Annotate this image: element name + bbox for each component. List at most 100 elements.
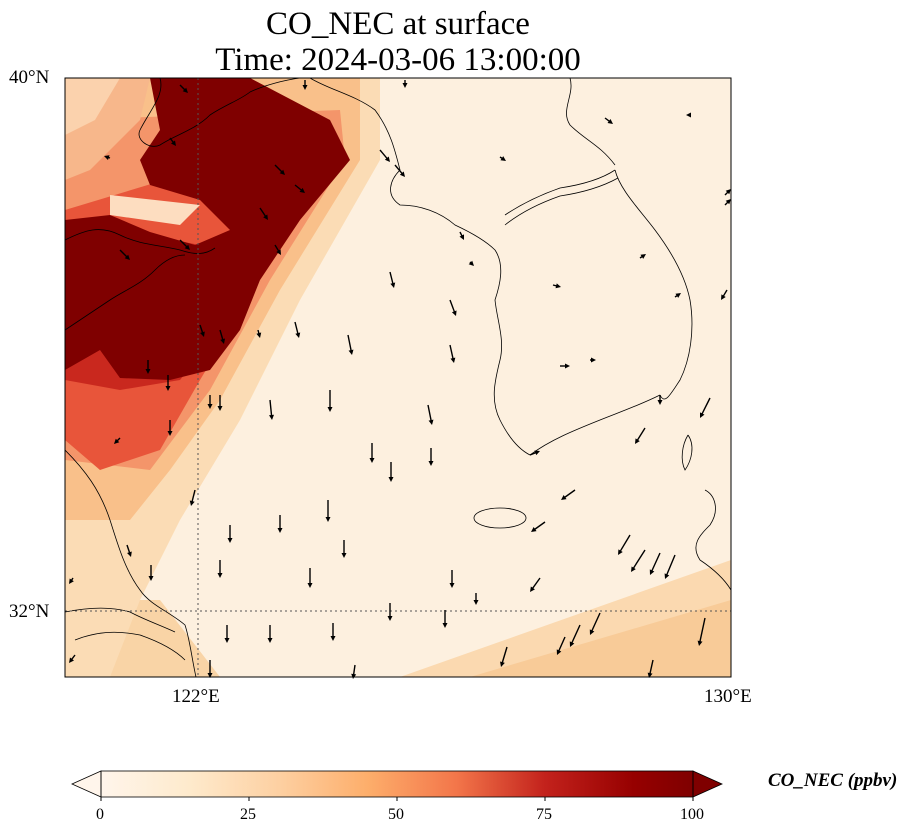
map-frame — [64, 77, 732, 678]
cb-label-100: 100 — [680, 806, 704, 823]
wind-arrow-head — [449, 583, 455, 588]
wind-arrow-shaft — [648, 659, 654, 676]
wind-arrow-head — [307, 583, 313, 588]
wind-arrow-head — [534, 450, 540, 456]
wind-arrow-head — [167, 431, 173, 436]
coast-ne — [566, 78, 616, 166]
island-tsushima — [681, 434, 693, 471]
wind-arrow-head — [531, 527, 537, 532]
lat-tick-40: 40°N — [9, 67, 50, 88]
wind-arrow-head — [114, 438, 120, 444]
wind-arrow-head — [556, 649, 562, 655]
wind-arrow-head — [675, 293, 681, 298]
colorbar — [71, 770, 723, 801]
coast-bohai-south — [65, 229, 216, 254]
wind-arrow-head — [277, 528, 283, 533]
wind-arrow-head — [649, 569, 655, 575]
field-south-band-2 — [470, 600, 731, 677]
wind-arrow-head — [657, 400, 663, 405]
wind-arrow-head — [428, 419, 434, 425]
wind-arrow-head — [369, 458, 375, 463]
wind-arrow-head — [725, 199, 731, 205]
cb-label-0: 0 — [96, 806, 104, 823]
wind-arrow-head — [327, 407, 333, 412]
coast-liaodong — [138, 78, 301, 147]
coast-yangtze-2 — [74, 631, 186, 661]
border-dmz — [504, 169, 616, 216]
wind-arrow-head — [473, 600, 479, 605]
cb-label-50: 50 — [388, 806, 404, 823]
wind-arrow-shaft — [698, 617, 706, 644]
wind-arrow-head — [500, 156, 506, 161]
wind-arrow-head — [387, 616, 393, 621]
wind-arrow-shaft — [427, 404, 433, 423]
wind-arrow-head — [442, 623, 448, 628]
wind-arrow-head — [700, 412, 705, 418]
wind-arrow-head — [468, 260, 474, 266]
wind-arrow-head — [200, 331, 205, 337]
coast-kyushu — [695, 489, 731, 591]
wind-arrow-head — [269, 414, 274, 420]
wind-arrow-head — [124, 254, 130, 260]
wind-arrow-head — [569, 641, 575, 647]
coast-korea-west — [309, 78, 531, 456]
colorbar-gradient — [101, 771, 693, 797]
coast-jiangsu — [65, 449, 197, 677]
colorbar-ticks — [100, 797, 694, 801]
wind-arrow-shaft — [632, 549, 646, 570]
wind-arrow-head — [171, 140, 176, 146]
wind-arrow-shaft — [533, 521, 546, 531]
wind-arrow-head — [618, 549, 623, 555]
wind-arrow-shaft — [389, 271, 394, 286]
island-jeju — [473, 507, 527, 529]
colorbar-extend-min — [71, 770, 102, 798]
wind-arrow-shaft — [394, 164, 404, 176]
wind-arrow-head — [664, 573, 670, 579]
wind-arrow-shaft — [191, 489, 196, 504]
wind-arrow-shaft — [531, 577, 541, 590]
wind-arrow-head — [256, 332, 262, 338]
wind-arrow-head — [500, 661, 505, 667]
wind-arrow-head — [189, 500, 195, 506]
wind-arrow-head — [302, 85, 308, 90]
wind-arrow-shaft — [501, 646, 508, 665]
wind-arrow-head — [224, 638, 230, 643]
lat-tick-32: 32°N — [9, 601, 50, 622]
wind-arrow-head — [631, 566, 636, 572]
lon-tick-130: 130°E — [704, 686, 752, 707]
wind-arrow-head — [399, 171, 405, 177]
wind-arrow-shaft — [665, 554, 676, 577]
wind-arrow-head — [459, 234, 464, 240]
wind-arrow-head — [207, 404, 213, 409]
wind-arrow-shaft — [294, 321, 299, 336]
wind-arrow-shaft — [379, 149, 389, 161]
coast-shandong-south — [65, 254, 186, 331]
wind-arrow-head — [565, 363, 570, 369]
wind-arrow-head — [607, 119, 613, 124]
wind-arrow-shaft — [449, 299, 456, 314]
plume-nw-light — [65, 78, 120, 135]
wind-arrow-head — [267, 638, 273, 643]
coast-korea-south — [529, 394, 661, 456]
wind-arrow-shaft — [449, 344, 455, 361]
colorbar-title: CO_NEC (ppbv) — [768, 770, 898, 791]
wind-arrow-head — [295, 332, 301, 338]
wind-arrow-head — [207, 673, 213, 678]
wind-arrow-head — [263, 214, 268, 220]
coastlines — [65, 78, 731, 677]
colorbar-extend-max — [692, 770, 723, 798]
wind-arrow-head — [69, 657, 74, 663]
coast-korea-east — [614, 169, 693, 400]
wind-arrow-head — [686, 112, 691, 118]
wind-arrow-shaft — [557, 636, 566, 653]
co-field — [65, 78, 731, 677]
wind-arrow-shaft — [635, 427, 646, 442]
wind-arrow-head — [69, 578, 74, 584]
wind-arrow-head — [428, 461, 434, 466]
wind-arrow-head — [217, 406, 223, 411]
wind-arrow-head — [165, 386, 171, 391]
wind-arrow-shaft — [563, 489, 576, 499]
wind-arrow-head — [388, 477, 394, 482]
map-title: CO_NEC at surface — [266, 6, 530, 42]
